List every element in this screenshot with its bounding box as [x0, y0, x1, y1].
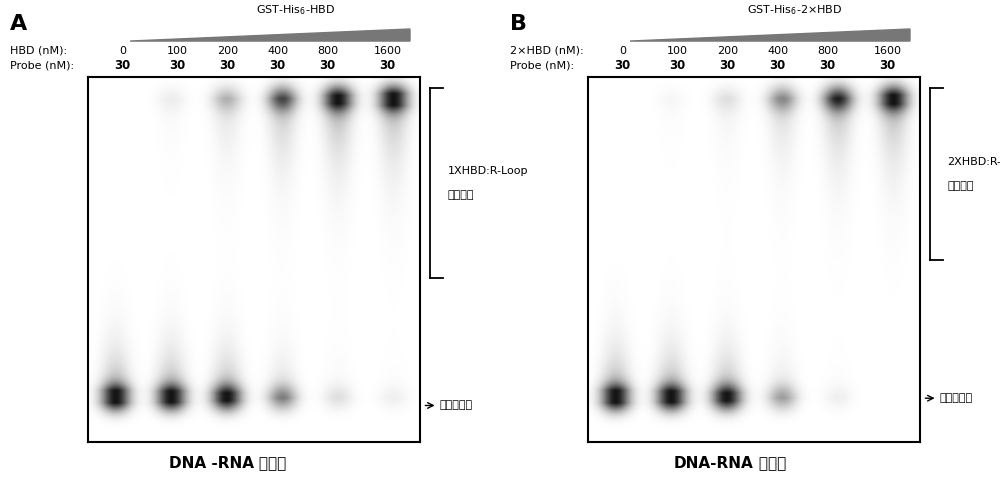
Text: 杂交体: 杂交体 — [754, 456, 786, 471]
Text: 30: 30 — [879, 59, 896, 71]
Text: 游离的核酸: 游离的核酸 — [940, 393, 973, 403]
Text: DNA -RNA: DNA -RNA — [169, 456, 254, 471]
Text: 0: 0 — [619, 46, 626, 56]
Text: 杂交结构: 杂交结构 — [948, 181, 974, 191]
Polygon shape — [630, 29, 910, 41]
Text: 100: 100 — [167, 46, 188, 56]
Text: 200: 200 — [717, 46, 738, 56]
Text: Probe (nM):: Probe (nM): — [510, 60, 574, 70]
Text: 1600: 1600 — [374, 46, 402, 56]
Text: GST-His$_6$-2×HBD: GST-His$_6$-2×HBD — [747, 3, 843, 17]
Text: 30: 30 — [219, 59, 236, 71]
Text: 30: 30 — [819, 59, 836, 71]
Text: 1XHBD:R-Loop: 1XHBD:R-Loop — [448, 166, 528, 176]
Text: 400: 400 — [267, 46, 288, 56]
Text: 30: 30 — [769, 59, 786, 71]
Text: 2XHBD:R-Loop: 2XHBD:R-Loop — [948, 157, 1000, 167]
Text: 200: 200 — [217, 46, 238, 56]
Text: 2×HBD (nM):: 2×HBD (nM): — [510, 46, 584, 56]
Text: DNA-RNA: DNA-RNA — [674, 456, 754, 471]
Text: 800: 800 — [817, 46, 838, 56]
Text: 400: 400 — [767, 46, 788, 56]
Text: 30: 30 — [379, 59, 396, 71]
Text: 杂交体: 杂交体 — [254, 456, 286, 471]
Text: A: A — [10, 14, 27, 34]
Text: 30: 30 — [669, 59, 686, 71]
Text: GST-His$_6$-HBD: GST-His$_6$-HBD — [256, 3, 334, 17]
Text: 30: 30 — [169, 59, 186, 71]
Text: 30: 30 — [719, 59, 736, 71]
Text: 0: 0 — [119, 46, 126, 56]
Text: 30: 30 — [614, 59, 631, 71]
Text: 800: 800 — [317, 46, 338, 56]
Text: B: B — [510, 14, 527, 34]
Text: HBD (nM):: HBD (nM): — [10, 46, 67, 56]
Text: Probe (nM):: Probe (nM): — [10, 60, 74, 70]
Polygon shape — [130, 29, 410, 41]
Text: 杂交结构: 杂交结构 — [448, 190, 474, 200]
Text: 100: 100 — [667, 46, 688, 56]
Text: 30: 30 — [114, 59, 131, 71]
Text: 30: 30 — [319, 59, 336, 71]
Text: 游离的核酸: 游离的核酸 — [440, 400, 473, 411]
Text: 1600: 1600 — [874, 46, 902, 56]
Text: 30: 30 — [269, 59, 286, 71]
